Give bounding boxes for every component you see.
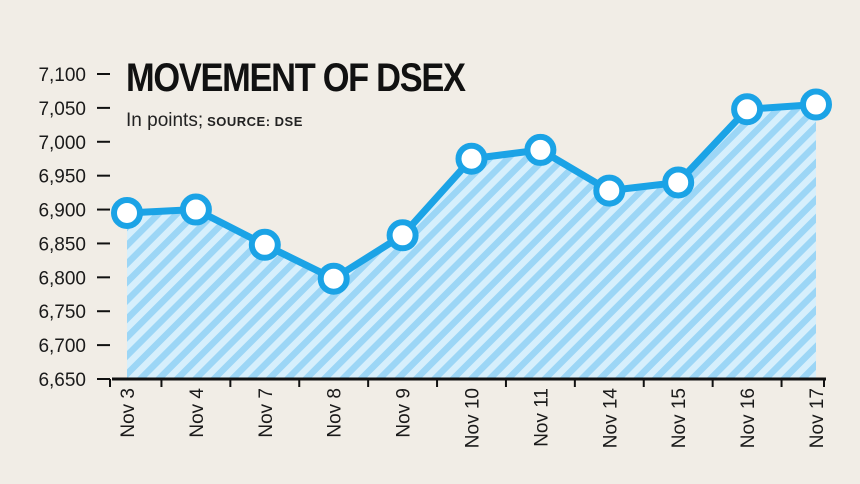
chart-subtitle: In points; — [126, 110, 204, 131]
data-point — [731, 93, 764, 126]
chart-source: SOURCE: DSE — [207, 114, 303, 129]
x-tick-label: Nov 7 — [256, 388, 277, 438]
x-tick-label: Nov 10 — [463, 388, 484, 448]
y-tick-label: 7,000 — [38, 133, 86, 154]
x-tick-label: Nov 16 — [738, 388, 759, 448]
y-tick-label: 7,050 — [38, 99, 86, 120]
y-tick-label: 6,750 — [38, 302, 86, 323]
x-tick-label: Nov 9 — [394, 388, 415, 438]
data-point — [800, 88, 832, 121]
x-tick-label: Nov 3 — [118, 388, 139, 438]
y-tick-label: 6,950 — [38, 167, 86, 188]
data-point — [317, 262, 350, 295]
y-tick-label: 6,800 — [38, 268, 86, 289]
chart-subtitle-line: In points; SOURCE: DSE — [126, 110, 520, 132]
x-tick-label: Nov 17 — [807, 388, 828, 448]
x-tick-label: Nov 4 — [187, 388, 208, 438]
y-tick-label: 6,900 — [38, 201, 86, 222]
y-tick-label: 6,850 — [38, 234, 86, 255]
x-tick-label: Nov 8 — [325, 388, 346, 438]
data-point — [593, 174, 626, 207]
data-point — [662, 166, 695, 199]
data-point — [179, 193, 212, 226]
data-point — [248, 228, 281, 261]
data-point — [386, 219, 419, 252]
x-tick-label: Nov 11 — [531, 388, 552, 447]
area-fill — [127, 104, 816, 379]
data-point — [524, 133, 557, 166]
x-tick-label: Nov 15 — [669, 388, 690, 448]
x-tick-label: Nov 14 — [600, 388, 621, 449]
chart-title: MOVEMENT OF DSEX — [126, 56, 466, 100]
y-tick-label: 6,650 — [38, 370, 86, 391]
data-point — [455, 142, 488, 175]
y-tick-label: 7,100 — [38, 65, 86, 86]
title-block: MOVEMENT OF DSEX In points; SOURCE: DSE — [126, 58, 520, 132]
y-tick-label: 6,700 — [38, 336, 86, 357]
data-point — [111, 196, 143, 229]
